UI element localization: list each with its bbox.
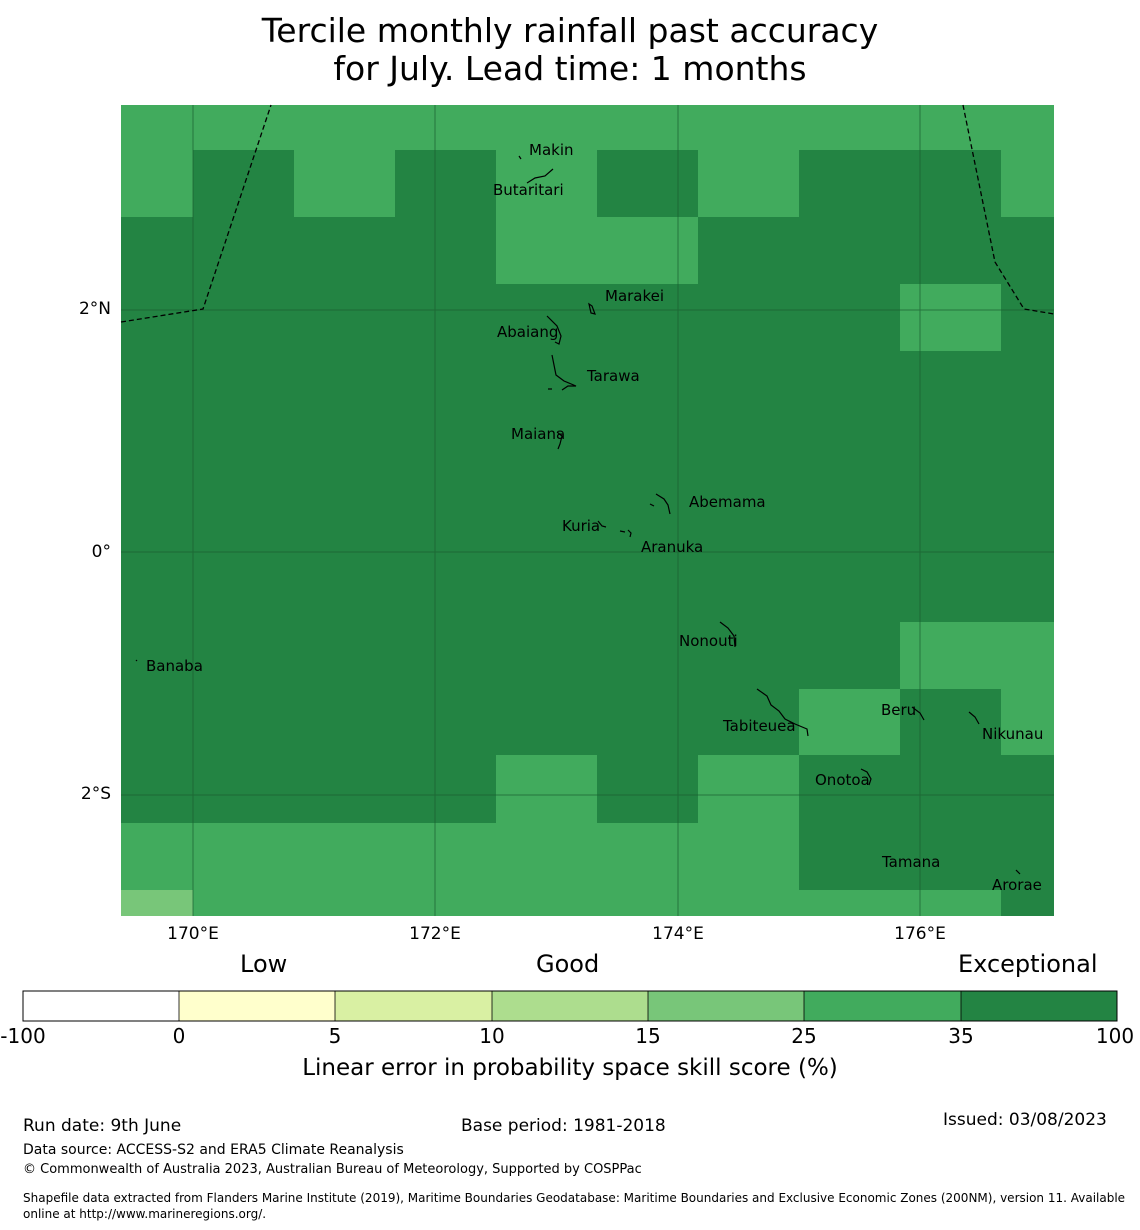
base-period: Base period: 1981-2018 (461, 1116, 666, 1136)
shapefile-credit-line2: online at http://www.marineregions.org/. (23, 1207, 267, 1221)
colorbar-tick-label: 100 (1095, 1024, 1135, 1048)
map-title-line1: Tercile monthly rainfall past accuracy (261, 11, 879, 50)
colorbar (22, 990, 1118, 1022)
colorbar-category-low: Low (240, 950, 288, 978)
island-label: Abemama (689, 493, 766, 511)
data-source: Data source: ACCESS-S2 and ERA5 Climate … (23, 1142, 404, 1158)
issued-date: Issued: 03/08/2023 (943, 1110, 1107, 1130)
colorbar-tick-label: 25 (791, 1024, 817, 1048)
island-label: Aranuka (641, 538, 704, 556)
map-panel (120, 104, 1055, 916)
colorbar-label: Linear error in probability space skill … (302, 1055, 838, 1081)
island-label: Nonouti (679, 632, 738, 650)
colorbar-tick-label: 15 (635, 1024, 661, 1048)
island-label: Tarawa (587, 367, 640, 385)
colorbar-category-exceptional: Exceptional (958, 950, 1098, 978)
colorbar-tick-label: 5 (328, 1024, 342, 1048)
island-label: Banaba (146, 657, 203, 675)
map-cells-25-35 (121, 105, 1054, 916)
island-label: Abaiang (497, 323, 559, 341)
colorbar-segment (179, 991, 335, 1021)
colorbar-segment (492, 991, 648, 1021)
shapefile-credit-line1: Shapefile data extracted from Flanders M… (23, 1191, 1126, 1205)
colorbar-tick-label: 0 (172, 1024, 186, 1048)
x-tick-label: 176°E (894, 924, 946, 944)
colorbar-tick-label: 35 (948, 1024, 974, 1048)
colorbar-segment (23, 991, 179, 1021)
x-tick-label: 172°E (409, 924, 461, 944)
island-label: Nikunau (982, 725, 1044, 743)
island-outlines (135, 155, 1021, 875)
island-label: Beru (881, 701, 917, 719)
island-label: Makin (529, 141, 574, 159)
island-label: Marakei (605, 287, 665, 305)
eez-boundary-lines (120, 104, 1055, 323)
y-tick-label: 2°N (78, 299, 111, 319)
island-label: Onotoa (815, 771, 870, 789)
copyright-notice: © Commonwealth of Australia 2023, Austra… (23, 1162, 642, 1177)
colorbar-tick-label: 10 (479, 1024, 505, 1048)
x-tick-label: 170°E (167, 924, 219, 944)
island-label: Kuria (562, 517, 601, 535)
colorbar-segment (804, 991, 961, 1021)
island-label: Arorae (992, 876, 1042, 894)
y-tick-label: 2°S (80, 784, 111, 804)
map-cell-15-25 (121, 890, 193, 916)
colorbar-segment (335, 991, 492, 1021)
island-label: Tamana (882, 853, 941, 871)
run-date: Run date: 9th June (23, 1116, 182, 1136)
y-tick-label: 0° (91, 542, 111, 562)
island-label: Butaritari (493, 181, 564, 199)
island-label: Tabiteuea (723, 717, 796, 735)
colorbar-segment (961, 991, 1117, 1021)
x-tick-label: 174°E (652, 924, 704, 944)
colorbar-category-good: Good (536, 950, 600, 978)
map-title-line2: for July. Lead time: 1 months (333, 49, 807, 88)
colorbar-tick-label: -100 (0, 1024, 46, 1048)
colorbar-segment (648, 991, 804, 1021)
island-label: Maiana (511, 425, 566, 443)
map-gridlines (121, 105, 1054, 916)
